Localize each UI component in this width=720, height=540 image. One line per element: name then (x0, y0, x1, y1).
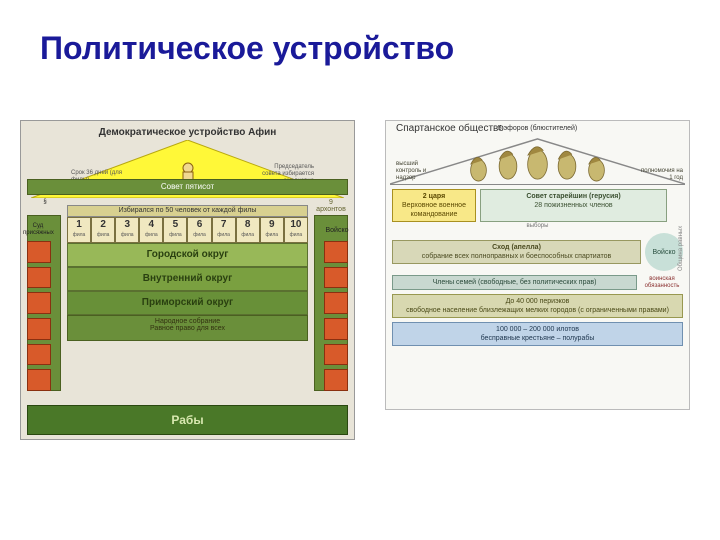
sparta-pediment: высший контроль и надзор полномочия на 1… (390, 135, 685, 185)
athens-center: Избирался по 50 человек от каждой филы 1… (67, 201, 308, 341)
periok-box: До 40 000 периэков свободное население б… (392, 294, 683, 318)
periok-title: До 40 000 периэков (506, 298, 570, 305)
orange-block (324, 241, 348, 263)
military-duty: воинская обязанность (641, 276, 683, 290)
army-label: Войско (322, 227, 352, 234)
ephors-label: 5 эфоров (блюстителей) (498, 125, 578, 133)
orange-block (27, 344, 51, 366)
members-row: Члены семей (свободные, без политических… (392, 275, 683, 290)
gerusia-box: Совет старейшин (герусия) 28 пожизненных… (480, 189, 667, 222)
okrug-coast: Приморский округ (67, 291, 308, 315)
phyla-cell: 10фила (284, 217, 308, 243)
phyla-cell: 7фила (212, 217, 236, 243)
right-orange-stack: Войско (324, 241, 348, 391)
periok-row: До 40 000 периэков свободное население б… (392, 294, 683, 318)
orange-block (27, 292, 51, 314)
left-orange-stack: Суд присяжных (27, 241, 51, 391)
apella-box: Сход (апелла) собрание всех полноправных… (392, 240, 641, 264)
periok-sub: свободное население близлежащих мелких г… (406, 307, 669, 314)
election-band: Избирался по 50 человек от каждой филы (67, 205, 308, 217)
apella-sub: собрание всех полноправных и боеспособны… (422, 253, 611, 260)
apella-title: Сход (апелла) (492, 244, 541, 251)
helots-row: 100 000 – 200 000 илотов бесправные крес… (392, 322, 683, 346)
phyla-cell: 8фила (236, 217, 260, 243)
orange-block (27, 318, 51, 340)
kings-sub: Верховное воен­ное командование (402, 202, 466, 218)
phyla-cell: 6фила (187, 217, 211, 243)
orange-block (324, 267, 348, 289)
vert-label: Община равных (678, 226, 684, 271)
okrug-city: Городской округ (67, 243, 308, 267)
orange-block (324, 344, 348, 366)
orange-block (324, 318, 348, 340)
sparta-frame: Спартанское общество 5 эфоров (блюстител… (385, 120, 690, 410)
phyla-cell: 2фила (91, 217, 115, 243)
slaves-band: Рабы (27, 405, 348, 435)
members-box: Члены семей (свободные, без политических… (392, 275, 637, 290)
gerusia-title: Совет старейшин (герусия) (526, 193, 620, 200)
roof-left-note: высший контроль и надзор (396, 161, 440, 182)
okrug-inner: Внутренний округ (67, 267, 308, 291)
gerusia-sub: 28 пожизненных членов (534, 202, 612, 209)
kings-title: 2 царя (423, 193, 445, 200)
kings-gerusia-row: 2 царя Верховное воен­ное командование С… (392, 189, 667, 222)
athens-frame: Демократическое устройство Афин Срок 36 … (20, 120, 355, 440)
council-band: Совет пятисот (27, 179, 348, 195)
jury-label: Суд присяжных (23, 223, 53, 237)
sparta-heading: Спартанское общество (396, 123, 504, 134)
phyla-cell: 5фила (163, 217, 187, 243)
assembly-band: Народное собрание Равное право для всех (67, 315, 308, 341)
orange-block (324, 292, 348, 314)
phyla-cell: 9фила (260, 217, 284, 243)
slide-title: Политическое устройство (40, 30, 454, 67)
phyla-cell: 1фила (67, 217, 91, 243)
athens-panel: Демократическое устройство Афин Срок 36 … (20, 120, 355, 440)
roof-right-note: полномочия на 1 год (639, 168, 683, 182)
orange-block (27, 267, 51, 289)
athens-heading: Демократическое устройство Афин (25, 125, 350, 140)
orange-block (27, 241, 51, 263)
diagram-container: Демократическое устройство Афин Срок 36 … (20, 120, 700, 440)
kings-box: 2 царя Верховное воен­ное командование (392, 189, 476, 222)
apella-row: Сход (апелла) собрание всех полноправных… (392, 233, 683, 271)
assembly-title: Народное собрание (68, 318, 307, 325)
orange-block (27, 369, 51, 391)
orange-block (324, 369, 348, 391)
helots-sub: бесправные крестьяне – полурабы (481, 335, 595, 342)
left-col-label: § (28, 199, 62, 205)
sparta-panel: Спартанское общество 5 эфоров (блюстител… (385, 120, 690, 410)
elect-note: выборы (388, 223, 687, 229)
assembly-sub: Равное право для всех (68, 325, 307, 332)
phyla-cell: 3фила (115, 217, 139, 243)
phylae-row: 1фила 2фила 3фила 4фила 5фила 6фила 7фил… (67, 217, 308, 243)
helots-title: 100 000 – 200 000 илотов (496, 326, 579, 333)
helots-box: 100 000 – 200 000 илотов бесправные крес… (392, 322, 683, 346)
phyla-cell: 4фила (139, 217, 163, 243)
archons-label: 9 архонтов (314, 199, 348, 213)
